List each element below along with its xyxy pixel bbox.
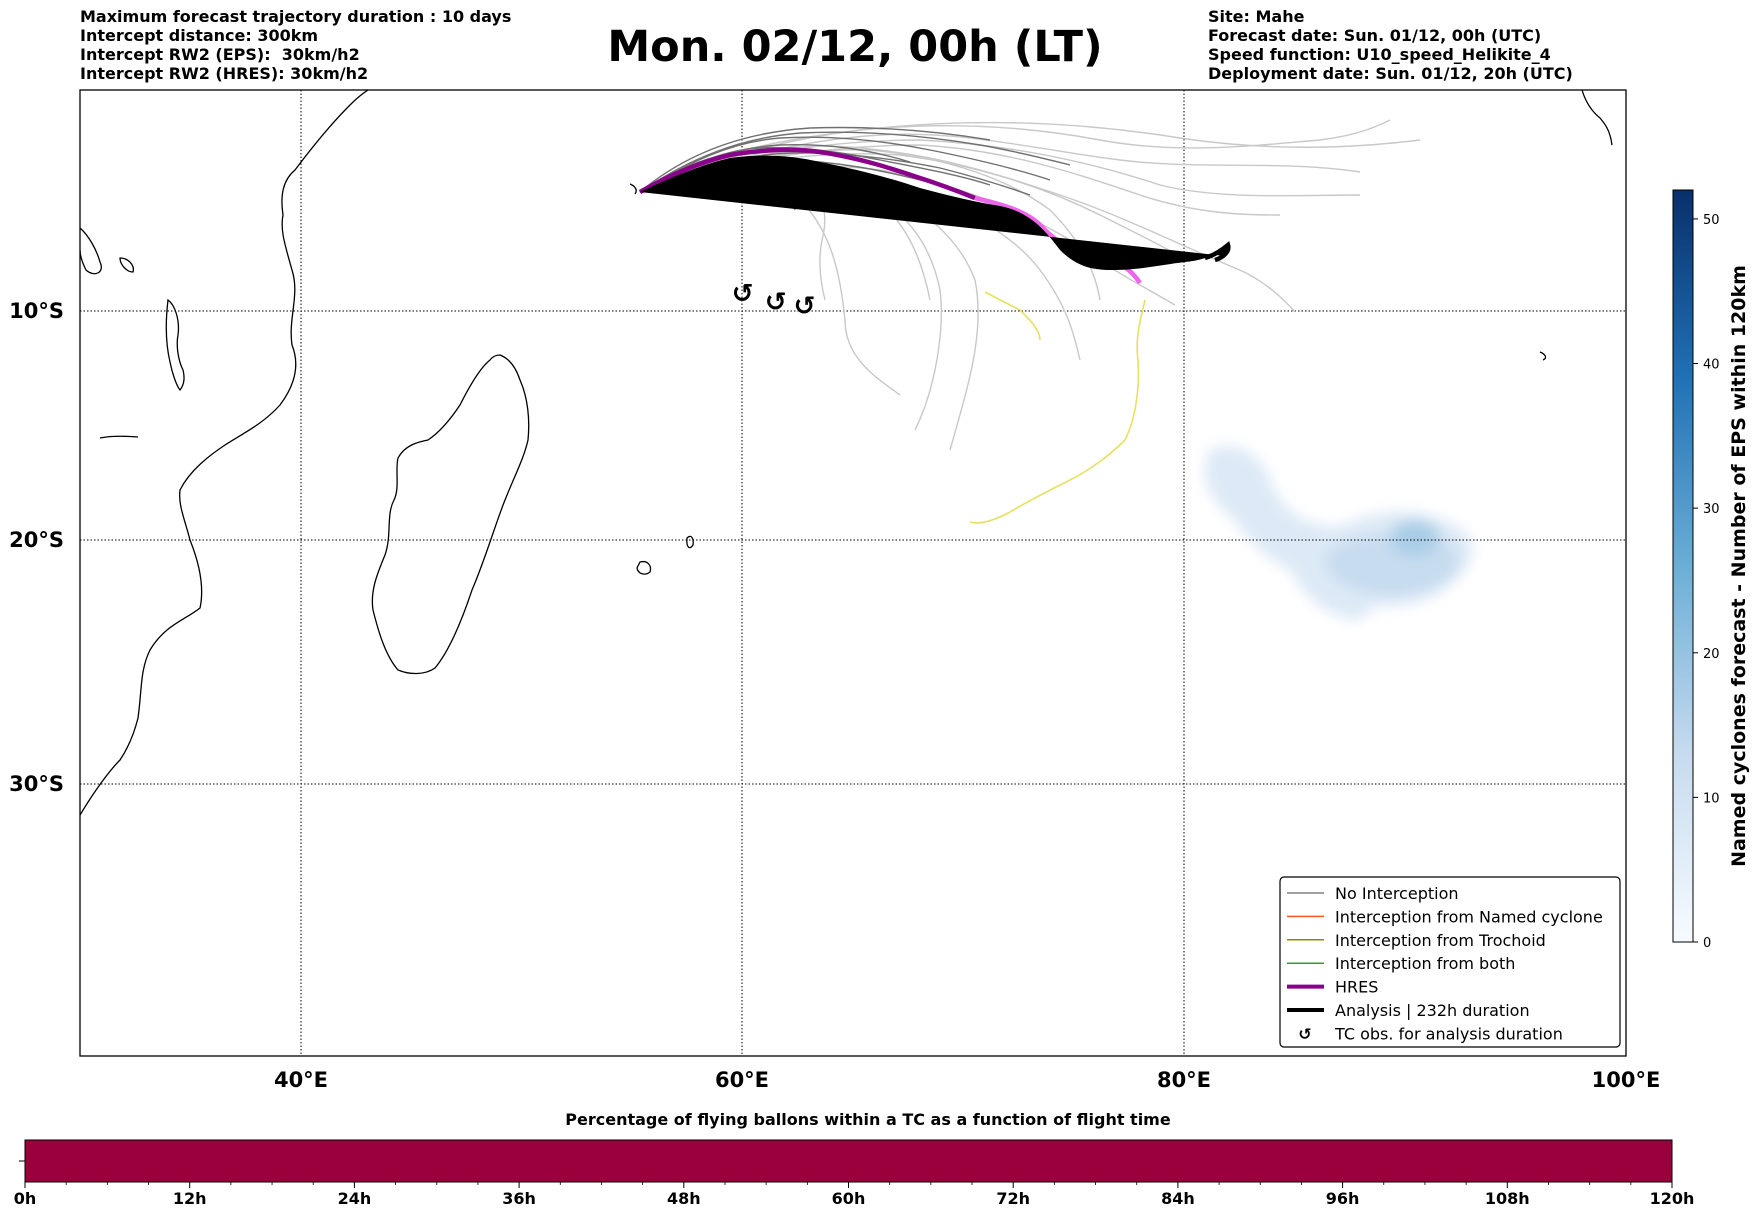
lon-tick-label: 60°E — [715, 1068, 769, 1092]
bottom-colorbar-title: Percentage of flying ballons within a TC… — [565, 1110, 1171, 1129]
right-colorbar: 0 10 20 30 40 50 Named cyclones forecast - Nu… — [1672, 189, 1750, 951]
island-small-2 — [99, 435, 139, 439]
lat-tick-label: 20°S — [9, 528, 64, 552]
africa-coast — [80, 90, 369, 816]
map-frame — [79, 89, 1627, 1057]
legend-label: Interception from both — [1335, 954, 1515, 973]
analysis-track — [640, 155, 1227, 270]
legend-label: HRES — [1335, 978, 1378, 997]
legend-label: Interception from Trochoid — [1335, 931, 1546, 950]
lat-tick-label: 10°S — [9, 299, 64, 323]
bottom-colorbar-tick-label: 12h — [173, 1189, 207, 1208]
right-colorbar-tick-label: 0 — [1703, 936, 1711, 951]
africa-horn — [80, 227, 102, 275]
analysis-track-end — [1204, 241, 1231, 263]
bottom-colorbar-tick-label: 24h — [338, 1189, 372, 1208]
header-left-line: Intercept distance: 300km — [80, 26, 319, 45]
lon-tick-label: 100°E — [1592, 1068, 1661, 1092]
legend-label: Analysis | 232h duration — [1335, 1001, 1530, 1020]
tc-observation-markers: ↺ ↺ ↺ — [732, 279, 816, 322]
madagascar-coast — [371, 354, 530, 675]
island-small-5 — [1581, 90, 1613, 146]
right-colorbar-label: Named cyclones forecast - Number of EPS … — [1728, 265, 1750, 867]
header-left-info: Maximum forecast trajectory duration : 1… — [80, 7, 511, 83]
header-left-line: Intercept RW2 (EPS): 30km/h2 — [80, 45, 360, 64]
yellow-track — [969, 291, 1146, 524]
header-right-line: Deployment date: Sun. 01/12, 20h (UTC) — [1208, 64, 1573, 83]
right-colorbar-tick-label: 10 — [1703, 791, 1720, 806]
legend-label: TC obs. for analysis duration — [1334, 1024, 1563, 1043]
header-right-line: Site: Mahe — [1208, 7, 1305, 26]
tc-obs-marker: ↺ — [732, 279, 754, 309]
bottom-colorbar-tick-label: 120h — [1650, 1189, 1695, 1208]
right-colorbar-tick-label: 50 — [1703, 213, 1720, 228]
header-right-line: Speed function: U10_speed_Helikite_4 — [1208, 45, 1551, 64]
right-colorbar-tick-label: 20 — [1703, 647, 1720, 662]
bottom-colorbar-tick-label: 96h — [1326, 1189, 1360, 1208]
right-colorbar-tick-label: 30 — [1703, 502, 1720, 517]
header-right-info: Site: Mahe Forecast date: Sun. 01/12, 00… — [1208, 7, 1573, 83]
island-mauritius — [686, 535, 694, 549]
island-comoros — [165, 298, 185, 392]
lat-tick-label: 30°S — [9, 772, 64, 796]
island-small-3 — [629, 183, 637, 195]
header-right-line: Forecast date: Sun. 01/12, 00h (UTC) — [1208, 26, 1542, 45]
legend-symbol: ↺ — [1298, 1024, 1311, 1043]
bottom-colorbar-tick-label: 36h — [502, 1189, 536, 1208]
bottom-colorbar-tick-label: 108h — [1485, 1189, 1530, 1208]
bottom-colorbar: 0h 12h 24h 36h 48h 60h 72h 84h 96h 108h 120h — [14, 1139, 1695, 1208]
header-left-line: Intercept RW2 (HRES): 30km/h2 — [80, 64, 369, 83]
map-legend: No Interception Interception from Named c… — [1279, 876, 1621, 1048]
tc-obs-marker: ↺ — [794, 292, 816, 322]
cyclone-density-field — [1204, 446, 1473, 621]
bottom-colorbar-tick-label: 48h — [667, 1189, 701, 1208]
island-small-1 — [119, 257, 134, 273]
legend-label: No Interception — [1335, 884, 1459, 903]
tc-obs-marker: ↺ — [765, 287, 787, 317]
bottom-colorbar-tick-label: 84h — [1161, 1189, 1195, 1208]
bottom-colorbar-tick-label: 72h — [996, 1189, 1030, 1208]
map-gridlines — [80, 90, 1626, 1056]
lon-tick-label: 40°E — [274, 1068, 328, 1092]
bottom-colorbar-tick-label: 0h — [14, 1189, 37, 1208]
map-title: Mon. 02/12, 00h (LT) — [607, 22, 1103, 72]
bottom-colorbar-bar — [24, 1139, 1673, 1183]
bottom-colorbar-tick-label: 60h — [832, 1189, 866, 1208]
right-colorbar-bar — [1672, 189, 1694, 943]
legend-box — [1279, 876, 1621, 1048]
island-small-4 — [1539, 351, 1547, 361]
header-left-line: Maximum forecast trajectory duration : 1… — [80, 7, 512, 26]
lon-tick-label: 80°E — [1157, 1068, 1211, 1092]
island-reunion — [636, 560, 652, 575]
hres-track — [638, 147, 976, 201]
legend-label: Interception from Named cyclone — [1335, 907, 1603, 926]
coastlines — [80, 90, 1613, 816]
right-colorbar-tick-label: 40 — [1703, 358, 1720, 373]
